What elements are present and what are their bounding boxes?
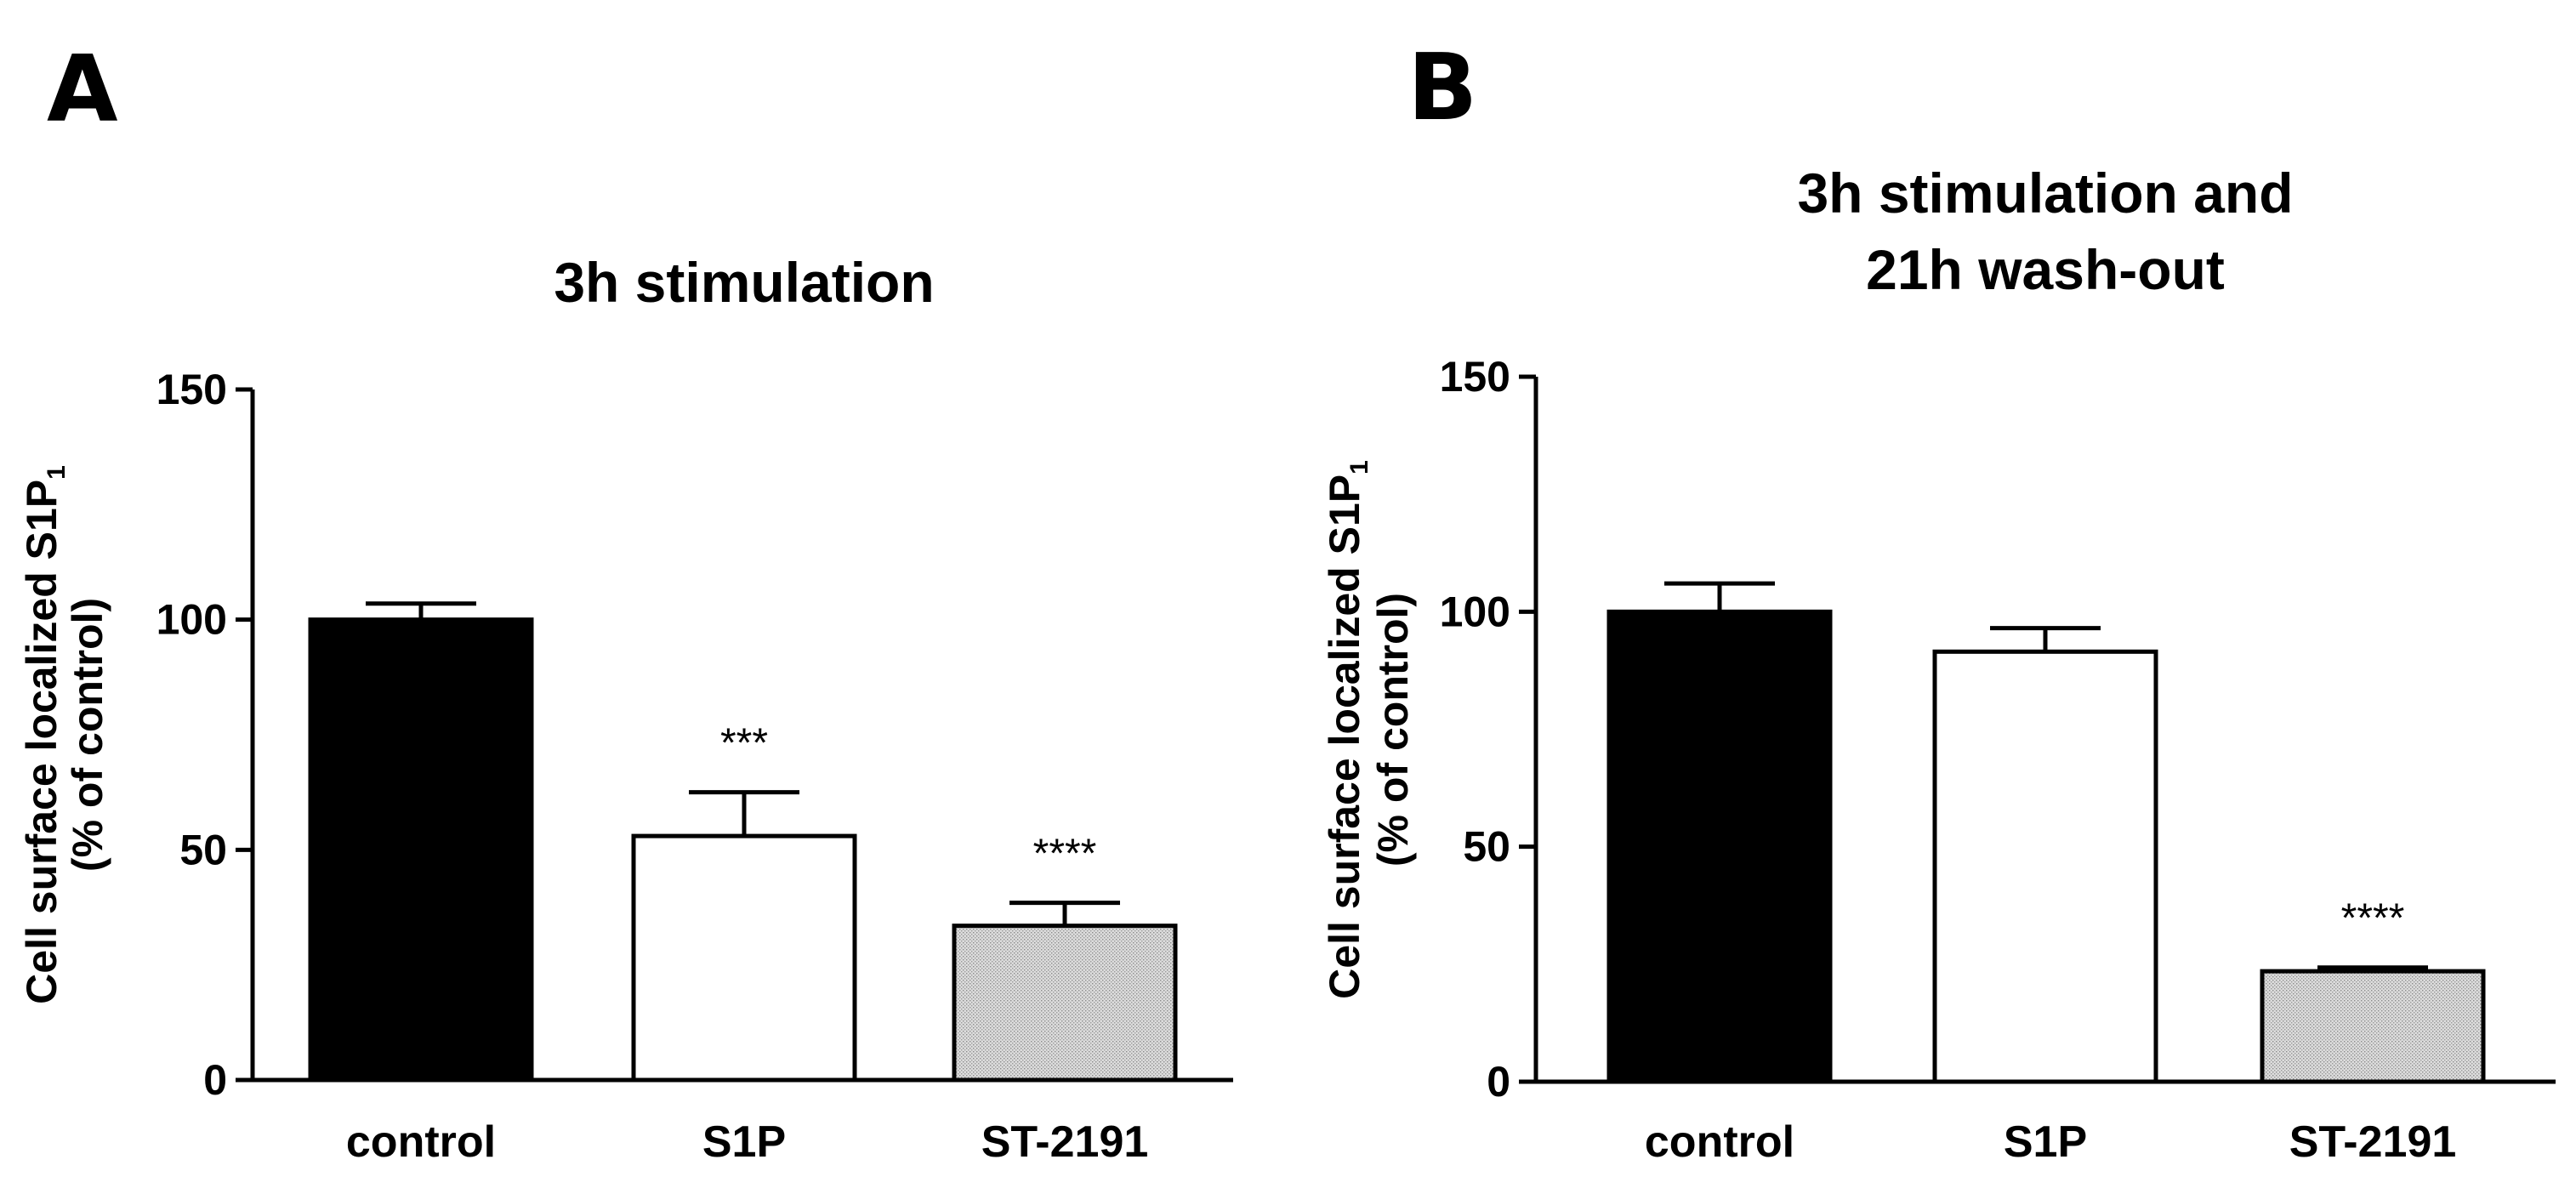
error-bar — [1990, 626, 2101, 652]
panel-letter-a: A — [47, 37, 118, 143]
error-bar — [1664, 581, 1775, 612]
chart-title: 3h stimulation and — [1797, 162, 2293, 225]
y-axis-label-units: (% of control) — [64, 598, 111, 872]
y-tick-label: 0 — [203, 1056, 227, 1104]
x-tick-label: control — [346, 1117, 496, 1167]
panel-a: A 3h stimulation control *** S1P **** ST-2191… — [18, 37, 1233, 1167]
chart-b: 3h stimulation and 21h wash-out control S1P… — [1321, 162, 2556, 1167]
bar-st-2191 — [2260, 969, 2486, 1084]
significance-marker: **** — [2341, 896, 2405, 941]
y-axis-label-subscript: 1 — [1345, 460, 1373, 475]
x-tick-label: ST-2191 — [2289, 1117, 2457, 1167]
bar-st-2191 — [952, 924, 1178, 1083]
error-bar — [1009, 901, 1120, 926]
y-axis-label: Cell surface localized S1P1 — [1321, 460, 1373, 999]
y-axis-label-main: Cell surface localized S1P — [18, 480, 65, 1004]
bar-s1p — [631, 833, 857, 1083]
panel-letter-b: B — [1407, 35, 1477, 141]
y-axis-label: Cell surface localized S1P1 — [18, 465, 71, 1004]
x-tick-label: control — [1645, 1117, 1794, 1167]
y-axis-label-subscript: 1 — [43, 465, 71, 480]
x-tick-label: ST-2191 — [981, 1117, 1149, 1167]
x-tick-label: S1P — [2004, 1117, 2087, 1167]
y-tick-label: 150 — [1440, 353, 1510, 401]
significance-marker: *** — [720, 721, 768, 766]
y-tick-label: 100 — [1440, 588, 1510, 635]
chart-a: 3h stimulation control *** S1P **** ST-2191 0 5… — [18, 251, 1233, 1167]
y-tick-label: 150 — [156, 366, 227, 413]
y-tick-label: 0 — [1487, 1058, 1510, 1106]
y-tick-label: 50 — [179, 826, 227, 873]
error-bar — [2317, 965, 2428, 972]
y-tick-label: 100 — [156, 596, 227, 644]
y-tick-label: 50 — [1463, 823, 1510, 871]
error-bar — [689, 790, 799, 837]
y-axis-label-units: (% of control) — [1369, 593, 1417, 867]
chart-title: 3h stimulation — [554, 251, 934, 314]
chart-title: 21h wash-out — [1866, 238, 2225, 301]
bar-s1p — [1932, 649, 2158, 1084]
x-tick-label: S1P — [702, 1117, 786, 1167]
y-axis-label-main: Cell surface localized S1P — [1321, 475, 1368, 999]
bar-control — [1606, 609, 1833, 1084]
panel-b: B 3h stimulation and 21h wash-out control S… — [1321, 35, 2556, 1167]
error-bar — [366, 601, 476, 620]
bar-control — [308, 617, 534, 1083]
significance-marker: **** — [1033, 832, 1097, 877]
